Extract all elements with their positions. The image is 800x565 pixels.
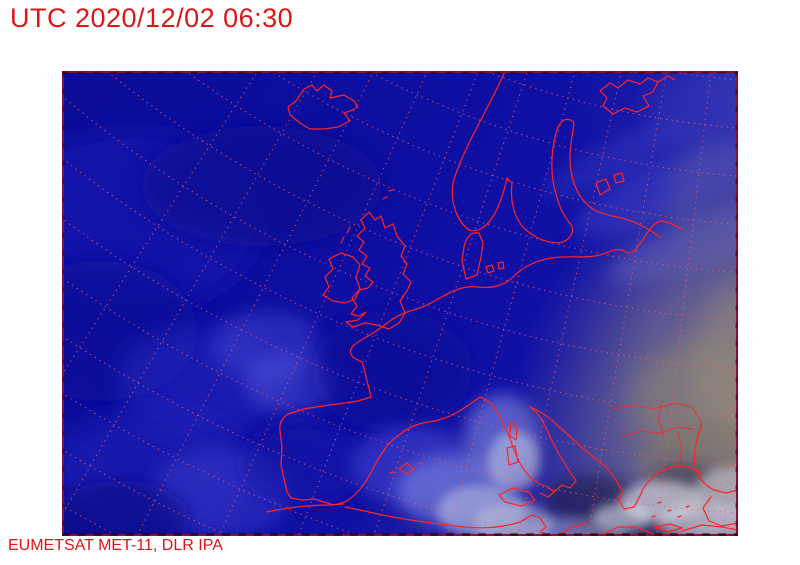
coast-balearics <box>389 462 423 475</box>
timestamp-title: UTC 2020/12/02 06:30 <box>10 3 294 33</box>
coast-corsica-sardinia <box>506 421 519 466</box>
coast-britain <box>340 189 412 330</box>
coast-denmark <box>461 232 505 280</box>
source-caption: EUMETSAT MET-11, DLR IPA <box>8 537 223 554</box>
coast-ireland <box>322 252 361 304</box>
coast-north-africa <box>266 503 738 536</box>
satellite-map-canvas <box>62 71 738 536</box>
map-border <box>62 71 738 536</box>
coast-france-iberia <box>279 298 555 506</box>
coast-scandinavia <box>451 71 661 244</box>
coast-blacksea <box>693 422 738 527</box>
daylight-zone <box>346 71 738 536</box>
coast-adriatic-greece <box>529 406 703 510</box>
coast-iceland <box>287 84 359 130</box>
coastline-overlay <box>266 71 738 536</box>
coast-crete-aegean <box>651 501 690 533</box>
satellite-map <box>62 71 738 536</box>
coast-lakes <box>595 172 625 196</box>
coast-baltic-south <box>437 220 683 300</box>
coast-kola <box>599 75 676 115</box>
border-lines-balkans <box>613 400 703 467</box>
coast-sicily <box>498 487 536 507</box>
